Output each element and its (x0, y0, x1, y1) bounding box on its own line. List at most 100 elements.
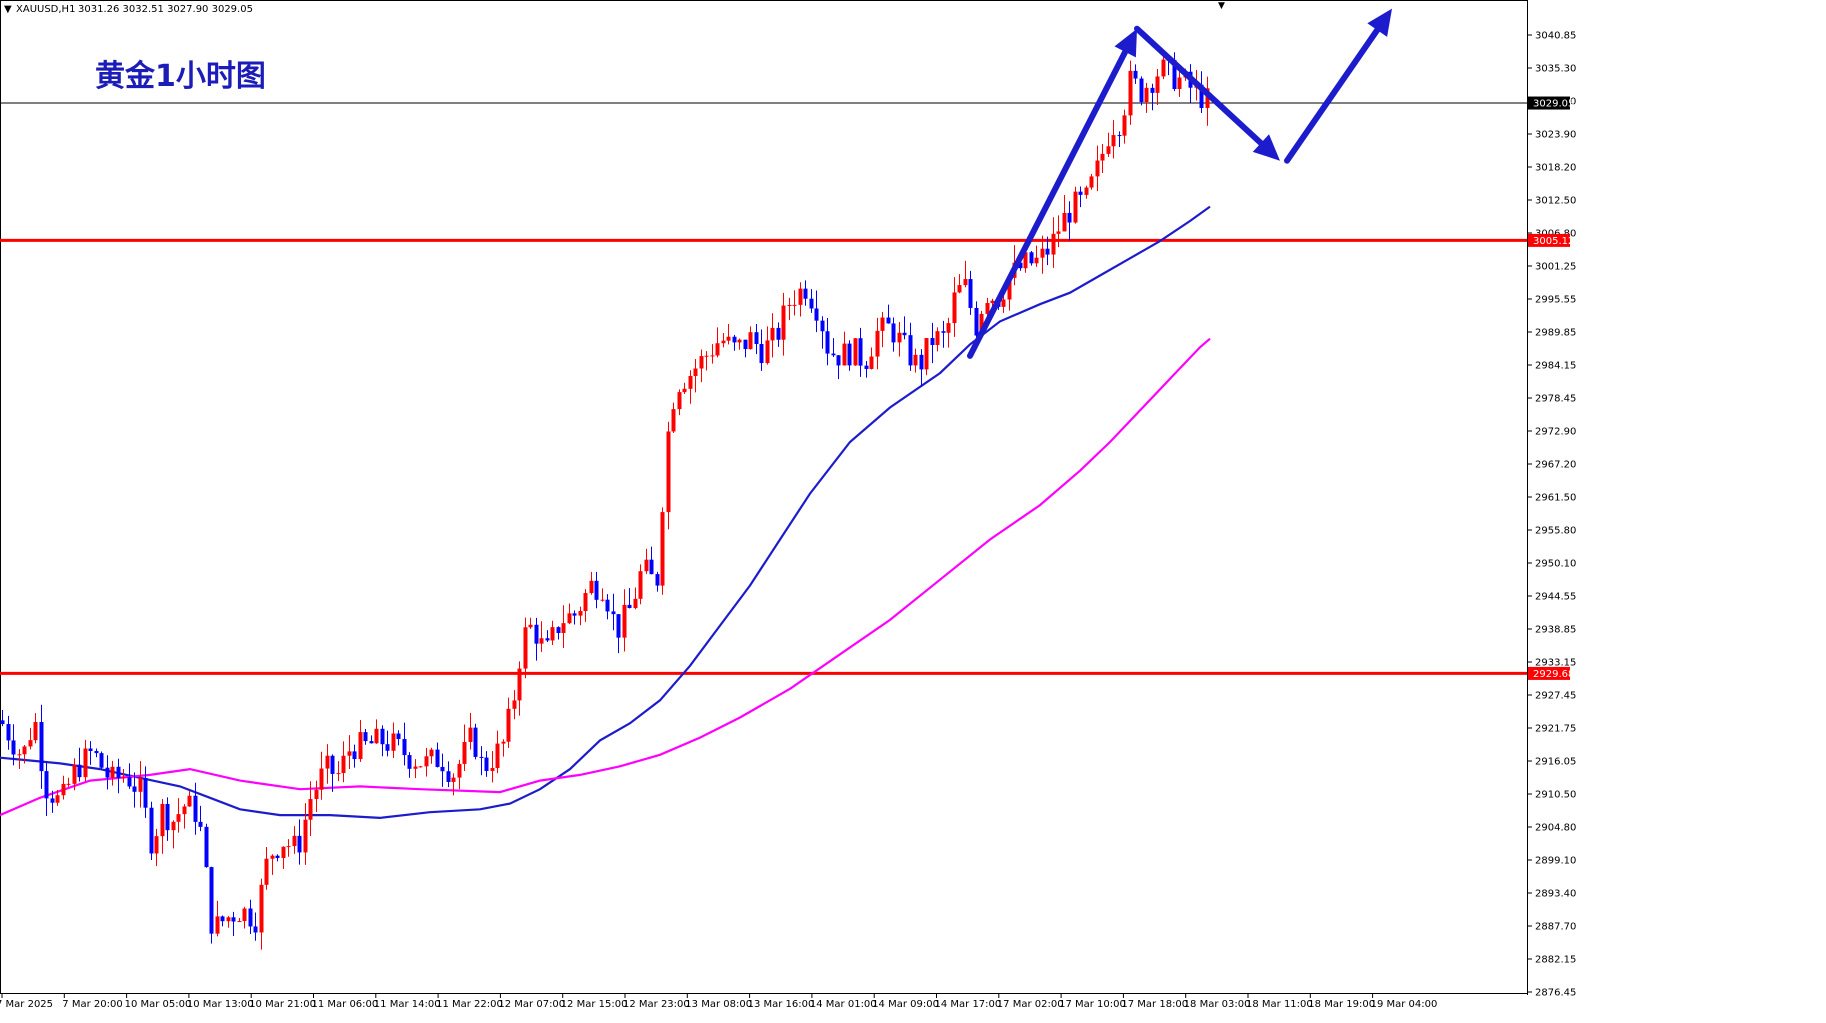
candle-body (655, 574, 660, 586)
chart-shift-triangle-icon[interactable]: ▼ (1218, 1, 1225, 11)
candle-body (594, 580, 599, 600)
candle-body (143, 778, 148, 808)
candle-body (1205, 88, 1210, 108)
candle-body (721, 340, 726, 344)
time-tick-label: 10 Mar 13:00 (187, 999, 254, 1010)
level-price-tag-0: 3005.12 (1533, 236, 1574, 247)
price-tick-label: 3023.90 (1535, 130, 1576, 141)
candle-body (556, 627, 561, 634)
forecast-arrow-head-2[interactable] (1367, 8, 1392, 37)
candle-body (990, 300, 995, 303)
moving-average-1 (0, 337, 1211, 817)
price-tick-label: 2989.85 (1535, 328, 1576, 339)
candle-body (671, 409, 676, 432)
candle-body (215, 916, 220, 934)
price-tick-label: 2927.45 (1535, 691, 1576, 702)
candle-body (517, 668, 522, 701)
candle-body (897, 332, 902, 343)
horizontal-levels (0, 102, 1527, 675)
candle-body (193, 795, 198, 822)
price-tick-label: 2972.90 (1535, 427, 1576, 438)
candle-body (468, 727, 473, 742)
price-axis: 3040.853035.303029.603023.903018.203012.… (1527, 31, 1576, 999)
candle-body (693, 368, 698, 376)
price-tick-label: 2944.55 (1535, 592, 1576, 603)
dropdown-triangle-icon[interactable]: ▼ (4, 4, 12, 15)
candle-body (33, 722, 38, 741)
price-tick-label: 2967.20 (1535, 460, 1576, 471)
candle-body (633, 598, 638, 609)
time-tick-label: 12 Mar 07:00 (498, 999, 565, 1010)
candle-body (121, 777, 126, 779)
candle-body (836, 355, 841, 366)
candle-body (396, 733, 401, 740)
forecast-arrow-head-1[interactable] (1252, 134, 1280, 161)
candle-body (352, 751, 357, 760)
candle-body (457, 763, 462, 778)
candle-body (550, 627, 555, 641)
candle-body (759, 344, 764, 364)
candle-body (589, 580, 594, 594)
candle-body (781, 305, 786, 340)
price-tick-label: 2961.50 (1535, 493, 1576, 504)
candle-body (226, 917, 231, 922)
candle-body (490, 768, 495, 771)
candle-body (418, 766, 423, 768)
candle-body (391, 733, 396, 751)
candle-body (501, 741, 506, 744)
forecast-arrow-head-0[interactable] (1114, 28, 1137, 58)
candle-body (913, 354, 918, 366)
candle-body (429, 749, 434, 757)
candle-body (682, 388, 687, 393)
candle-body (869, 356, 874, 369)
candle-body (858, 338, 863, 366)
current-price-tag-bg (1528, 96, 1570, 110)
time-tick-label: 10 Mar 21:00 (249, 999, 316, 1010)
candle-body (1062, 212, 1067, 232)
time-tick-label: 17 Mar 18:00 (1121, 999, 1188, 1010)
time-tick-label: 12 Mar 23:00 (623, 999, 690, 1010)
candle-body (407, 755, 412, 769)
candle-body (985, 302, 990, 314)
candle-body (94, 750, 99, 754)
candle-body (919, 354, 924, 370)
candle-body (132, 786, 137, 792)
forecast-arrow-shaft-2[interactable] (1284, 27, 1381, 164)
candle-body (72, 764, 77, 784)
price-tick-label: 2933.15 (1535, 658, 1576, 669)
level-price-tag-1-bg (1528, 666, 1570, 680)
forecast-arrow-shaft-1[interactable] (1134, 25, 1264, 147)
candle-body (1177, 77, 1182, 90)
candle-body (402, 739, 407, 756)
candle-body (242, 908, 247, 922)
candle-body (336, 773, 341, 775)
candle-body (847, 343, 852, 366)
time-tick-label: 7 Mar 2025 (0, 999, 53, 1010)
candle-body (446, 771, 451, 782)
candle-body (842, 343, 847, 366)
candle-body (627, 604, 632, 609)
candle-body (303, 819, 308, 853)
candle-body (534, 624, 539, 644)
candle-body (110, 766, 115, 778)
candle-body (561, 623, 566, 634)
time-tick-label: 14 Mar 01:00 (810, 999, 877, 1010)
candle-body (105, 767, 110, 778)
candle-body (231, 917, 236, 922)
time-tick-label: 10 Mar 05:00 (125, 999, 192, 1010)
candle-body (495, 743, 500, 769)
candle-body (1056, 231, 1061, 234)
candle-body (99, 753, 104, 768)
candle-body (1100, 153, 1105, 161)
candle-body (1029, 252, 1034, 264)
forecast-arrow-shaft-0[interactable] (967, 48, 1129, 359)
time-tick-label: 11 Mar 06:00 (312, 999, 379, 1010)
candle-body (506, 708, 511, 742)
price-tick-label: 2899.10 (1535, 856, 1576, 867)
candle-body (165, 803, 170, 831)
candle-body (924, 338, 929, 370)
candle-body (1139, 78, 1144, 103)
